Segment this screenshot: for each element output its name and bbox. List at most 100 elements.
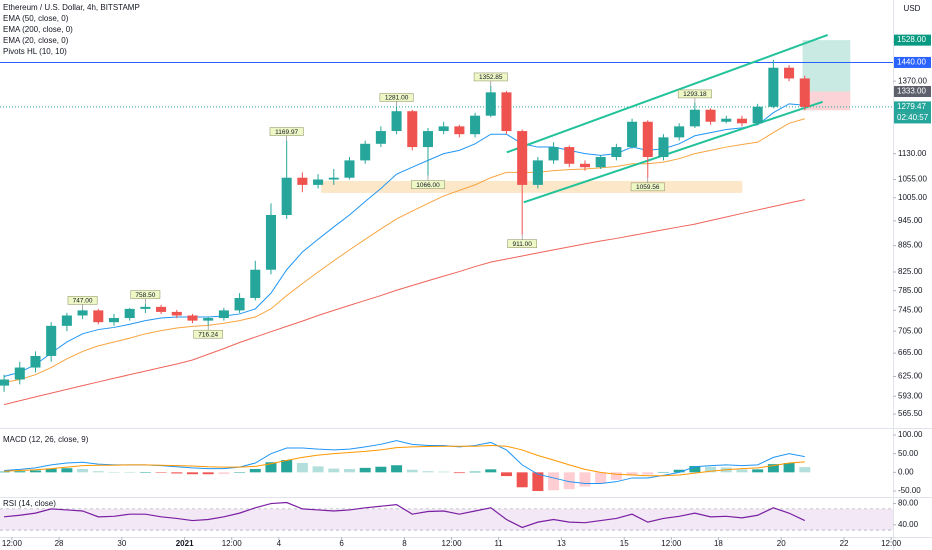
histogram-bar xyxy=(61,468,73,473)
y-tick-label: 1370.00 xyxy=(898,76,927,85)
candle-body xyxy=(0,379,10,386)
candle-body xyxy=(14,367,25,380)
candle-body xyxy=(470,115,481,135)
marks: 1520.001370.001130.001055.001005.00945.0… xyxy=(0,34,927,548)
candle-body xyxy=(203,318,214,321)
candle-body xyxy=(171,311,182,316)
price-tag xyxy=(894,56,931,68)
candle-body xyxy=(46,325,57,356)
x-tick-label: 18 xyxy=(714,539,723,548)
y-tick-label: 885.00 xyxy=(898,241,923,250)
candle-body xyxy=(61,315,72,326)
histogram-bar xyxy=(752,469,764,473)
candle-body xyxy=(611,147,622,158)
x-tick-label: 12:00 xyxy=(2,539,23,548)
pivot-box xyxy=(473,72,508,82)
histogram-bar xyxy=(296,463,308,473)
candle-body xyxy=(108,318,120,323)
channel-line xyxy=(506,34,829,154)
histogram-bar xyxy=(783,463,795,473)
histogram-bar xyxy=(155,472,167,473)
candle-body xyxy=(407,111,418,148)
pivot-label: 747.00 xyxy=(73,298,93,305)
pivot-box xyxy=(507,239,538,248)
histogram-bar xyxy=(532,472,544,492)
candle-body xyxy=(501,92,512,132)
histogram-bar xyxy=(485,469,497,473)
ema-line xyxy=(3,103,805,377)
histogram-bar xyxy=(406,469,418,473)
legend-entry: EMA (200, close, 0) xyxy=(3,25,73,34)
price-tag xyxy=(894,34,931,46)
price-tag xyxy=(894,85,931,97)
price-tag xyxy=(894,101,931,113)
pivot-label: 1169.97 xyxy=(275,129,298,136)
y-tick-label: 565.50 xyxy=(898,409,923,418)
pivot-label: 911.00 xyxy=(512,241,532,248)
candle-body xyxy=(218,310,229,319)
pivot-label: 1281.00 xyxy=(385,95,409,102)
candle-body xyxy=(689,109,700,127)
candle-body xyxy=(30,355,41,368)
y-tick-label: 665.00 xyxy=(898,348,923,357)
x-tick-label: 12:00 xyxy=(442,539,463,548)
candle-body xyxy=(799,78,810,107)
y-tick-label: 100.00 xyxy=(898,430,923,439)
histogram-bar xyxy=(281,460,293,473)
histogram-bar xyxy=(391,465,403,473)
x-tick-label: 12:00 xyxy=(222,539,243,548)
candle-body xyxy=(454,126,465,135)
y-tick-label: 1055.00 xyxy=(898,175,927,184)
pivot-label: 716.24 xyxy=(198,331,218,338)
pane-title: RSI (14, close) xyxy=(3,499,56,508)
x-tick-label: 12:00 xyxy=(881,539,902,548)
candle-body xyxy=(752,106,763,124)
histogram-bar xyxy=(500,472,512,477)
price-tag-label: 1279.47 xyxy=(897,102,926,111)
loss-area xyxy=(802,91,851,111)
pivot-box xyxy=(269,127,304,136)
histogram-bar xyxy=(767,464,779,473)
support-zone xyxy=(321,180,743,193)
pivot-box xyxy=(130,290,161,299)
y-tick-label: 593.00 xyxy=(898,391,923,400)
histogram-bar xyxy=(265,462,277,473)
ema-line xyxy=(3,118,805,384)
y-tick-label: -50.00 xyxy=(898,486,921,495)
histogram-bar xyxy=(438,471,450,473)
fills xyxy=(0,40,893,531)
candle-body xyxy=(124,308,135,319)
candle-body xyxy=(595,157,606,168)
price-tag-label: 1528.00 xyxy=(897,35,926,44)
candle-body xyxy=(658,137,669,158)
candle-body xyxy=(313,179,324,185)
histogram-bar xyxy=(469,471,481,473)
histogram-bar xyxy=(29,470,41,473)
candle-body xyxy=(281,177,292,215)
countdown-label: 02:40:57 xyxy=(897,113,929,122)
pivot-box xyxy=(67,296,98,305)
candle-body xyxy=(328,177,339,180)
pivot-box xyxy=(193,329,224,339)
histogram-bar xyxy=(359,467,371,473)
candle-body xyxy=(627,121,638,148)
candle-body xyxy=(187,315,198,321)
histogram-bar xyxy=(14,471,26,473)
signal-line xyxy=(4,444,805,477)
histogram-bar xyxy=(139,472,151,473)
histogram-bar xyxy=(689,465,701,473)
y-tick-label: 705.00 xyxy=(898,326,923,335)
histogram-bar xyxy=(92,471,104,473)
y-tick-label: 785.00 xyxy=(898,286,923,295)
candle-body xyxy=(517,131,528,185)
candle-body xyxy=(532,160,543,185)
candle-body xyxy=(674,126,685,138)
candle-body xyxy=(360,143,371,161)
ema-line xyxy=(3,199,805,406)
candle-body xyxy=(784,67,795,79)
histogram-bar xyxy=(0,471,10,473)
legend-entry: EMA (20, close, 0) xyxy=(3,36,69,45)
pivot-box xyxy=(379,93,414,102)
histogram-bar xyxy=(186,472,198,475)
